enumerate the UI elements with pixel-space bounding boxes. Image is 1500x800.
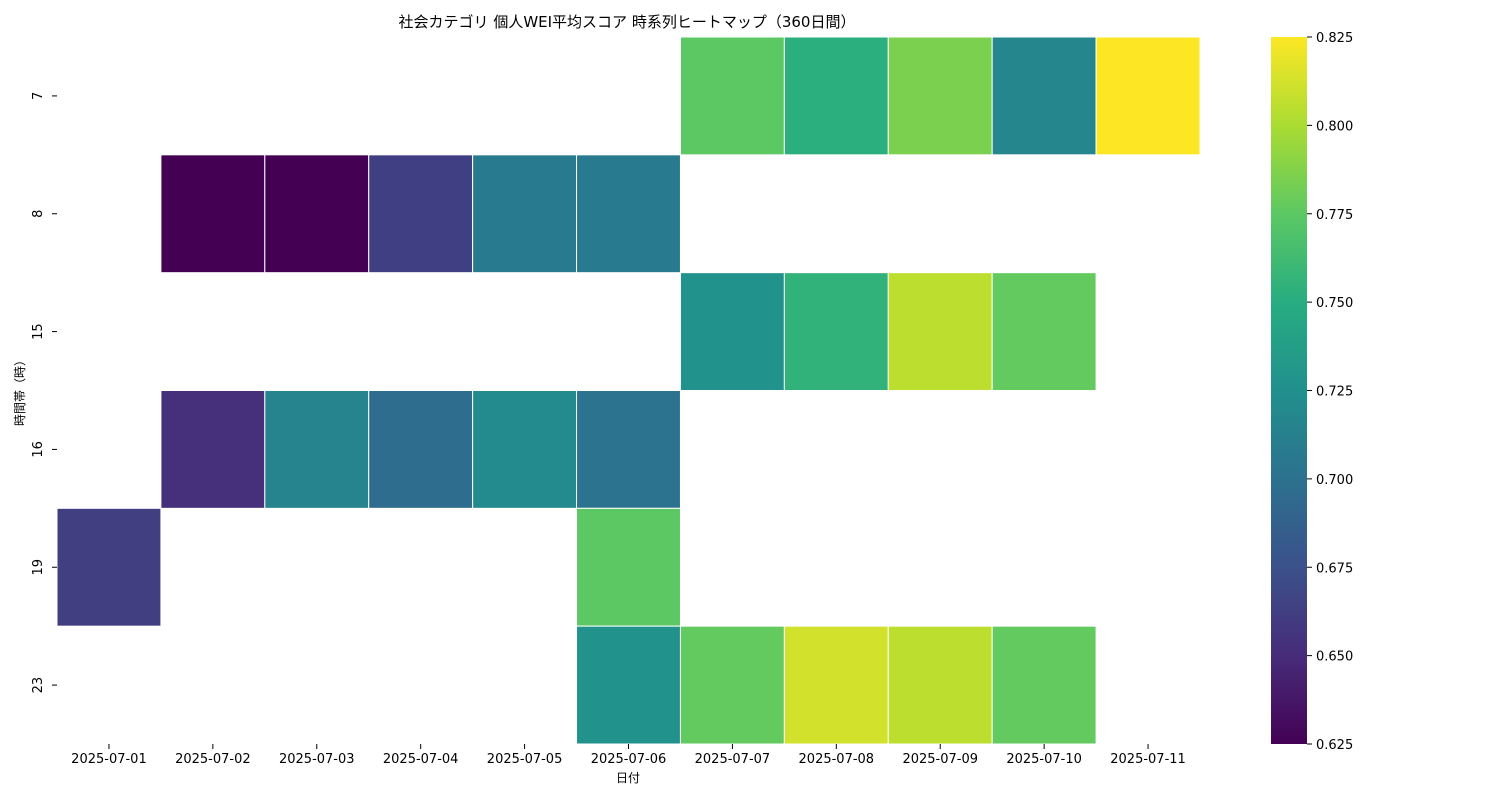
x-tick-label: 2025-07-09 bbox=[902, 752, 978, 767]
heatmap-cell bbox=[264, 390, 370, 509]
heatmap-cell bbox=[991, 625, 1097, 745]
heatmap-cell bbox=[887, 625, 993, 745]
x-axis: 2025-07-01 2025-07-02 2025-07-03 2025-07-04… bbox=[71, 744, 1186, 767]
heatmap-cell bbox=[576, 390, 681, 509]
y-axis-label: 時間帯（時） bbox=[13, 354, 27, 426]
heatmap-cell bbox=[576, 154, 681, 274]
colorbar-tick-label: 0.700 bbox=[1316, 473, 1353, 488]
colorbar-tick-label: 0.800 bbox=[1316, 119, 1353, 134]
y-axis: 7 8 15 16 19 23 bbox=[31, 92, 57, 694]
colorbar-tick-label: 0.825 bbox=[1316, 31, 1353, 46]
heatmap-cell bbox=[472, 154, 578, 274]
x-tick-label: 2025-07-10 bbox=[1006, 752, 1082, 767]
heatmap-cells bbox=[56, 36, 1201, 745]
x-tick-label: 2025-07-02 bbox=[175, 752, 251, 767]
y-tick-label: 15 bbox=[31, 323, 46, 340]
heatmap-cell bbox=[991, 272, 1097, 391]
x-tick-label: 2025-07-04 bbox=[383, 752, 459, 767]
heatmap-cell bbox=[576, 625, 681, 745]
chart-title: 社会カテゴリ 個人WEI平均スコア 時系列ヒートマップ（360日間） bbox=[399, 13, 856, 31]
colorbar-tick-label: 0.725 bbox=[1316, 385, 1353, 400]
heatmap-cell bbox=[887, 272, 993, 391]
y-tick-label: 16 bbox=[31, 441, 46, 458]
colorbar bbox=[1271, 37, 1307, 744]
heatmap-cell bbox=[368, 390, 474, 509]
heatmap-cell bbox=[56, 507, 162, 627]
x-tick-label: 2025-07-01 bbox=[71, 752, 147, 767]
heatmap-cell bbox=[472, 390, 578, 509]
heatmap-cell bbox=[264, 154, 370, 274]
y-tick-label: 23 bbox=[31, 677, 46, 694]
heatmap-cell bbox=[679, 625, 785, 745]
heatmap-cell bbox=[783, 272, 889, 391]
colorbar-tick-label: 0.650 bbox=[1316, 650, 1353, 665]
colorbar-ticks: 0.625 0.650 0.675 0.700 0.725 0.750 0.775 0.800… bbox=[1307, 31, 1353, 753]
x-axis-label: 日付 bbox=[616, 771, 640, 785]
heatmap-cell bbox=[991, 36, 1097, 156]
heatmap-cell bbox=[679, 272, 785, 391]
heatmap-cell bbox=[679, 36, 785, 156]
heatmap-cell bbox=[783, 625, 889, 745]
heatmap-cell bbox=[1095, 36, 1201, 156]
y-tick-label: 7 bbox=[31, 92, 46, 100]
heatmap-cell bbox=[576, 507, 681, 627]
heatmap-cell bbox=[160, 390, 266, 509]
x-tick-label: 2025-07-11 bbox=[1110, 752, 1186, 767]
y-tick-label: 19 bbox=[31, 559, 46, 576]
colorbar-tick-label: 0.675 bbox=[1316, 561, 1353, 576]
heatmap-cell bbox=[887, 36, 993, 156]
colorbar-tick-label: 0.775 bbox=[1316, 208, 1353, 223]
heatmap-cell bbox=[160, 154, 266, 274]
heatmap-cell bbox=[368, 154, 474, 274]
x-tick-label: 2025-07-03 bbox=[279, 752, 355, 767]
colorbar-tick-label: 0.750 bbox=[1316, 296, 1353, 311]
y-tick-label: 8 bbox=[31, 210, 46, 218]
x-tick-label: 2025-07-06 bbox=[591, 752, 667, 767]
x-tick-label: 2025-07-05 bbox=[487, 752, 563, 767]
colorbar-tick-label: 0.625 bbox=[1316, 738, 1353, 753]
x-tick-label: 2025-07-08 bbox=[799, 752, 875, 767]
x-tick-label: 2025-07-07 bbox=[695, 752, 771, 767]
heatmap-cell bbox=[783, 36, 889, 156]
